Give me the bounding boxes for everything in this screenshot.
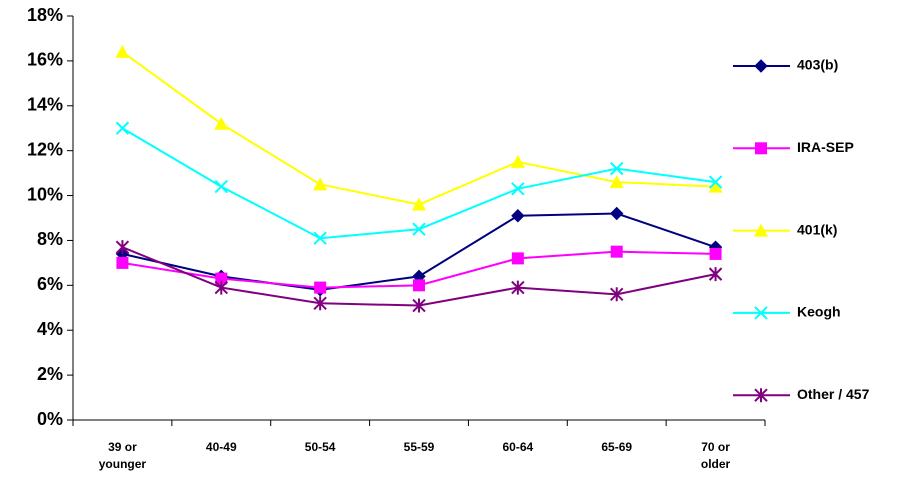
marker <box>214 179 228 194</box>
x-tick-label: 60-64 <box>502 440 534 454</box>
marker <box>709 247 722 260</box>
marker <box>511 280 525 295</box>
marker <box>510 154 525 168</box>
marker <box>511 252 524 265</box>
y-tick-label: 4% <box>37 319 63 339</box>
legend-label: 403(b) <box>797 57 838 73</box>
y-tick-label: 12% <box>27 139 63 159</box>
marker <box>115 121 130 135</box>
legend-marker <box>754 223 768 237</box>
legend-label: IRA-SEP <box>797 139 854 155</box>
marker <box>313 177 328 191</box>
marker <box>412 222 426 236</box>
marker <box>708 175 723 189</box>
marker <box>708 179 723 193</box>
legend-marker <box>754 59 768 73</box>
marker <box>610 206 624 221</box>
y-tick-label: 8% <box>37 229 63 249</box>
marker <box>215 272 228 285</box>
marker <box>511 182 525 196</box>
marker <box>610 245 623 258</box>
y-tick-label: 2% <box>37 364 63 384</box>
y-tick-label: 16% <box>27 50 63 70</box>
y-tick-label: 18% <box>27 5 63 25</box>
x-tick-label: 39 or younger <box>98 440 147 471</box>
marker <box>609 175 624 189</box>
legend-marker <box>755 142 767 155</box>
marker <box>412 298 426 313</box>
legend-label: Other / 457 <box>797 386 870 402</box>
marker <box>610 161 624 176</box>
x-tick-label: 50-54 <box>304 440 336 454</box>
marker <box>115 44 130 58</box>
x-tick-label: 40-49 <box>205 440 237 454</box>
marker <box>214 116 229 130</box>
y-tick-label: 10% <box>27 184 63 204</box>
marker <box>313 296 327 311</box>
marker <box>708 267 723 282</box>
y-tick-label: 0% <box>37 409 63 429</box>
y-tick-label: 6% <box>37 274 63 294</box>
marker <box>314 281 327 294</box>
marker <box>313 231 327 245</box>
legend-marker <box>754 388 768 403</box>
x-tick-label: 55-59 <box>403 440 435 454</box>
marker <box>413 279 425 292</box>
y-tick-label: 14% <box>27 95 63 115</box>
marker <box>412 197 426 211</box>
marker <box>115 240 130 255</box>
x-tick-label: 70 or older <box>700 440 731 471</box>
legend-marker <box>754 306 768 320</box>
marker <box>511 209 525 223</box>
legend-label: Keogh <box>797 304 841 320</box>
marker <box>214 280 228 295</box>
marker <box>610 287 624 302</box>
legend-label: 401(k) <box>797 221 837 237</box>
marker <box>116 256 129 269</box>
x-tick-label: 65-69 <box>601 440 633 454</box>
